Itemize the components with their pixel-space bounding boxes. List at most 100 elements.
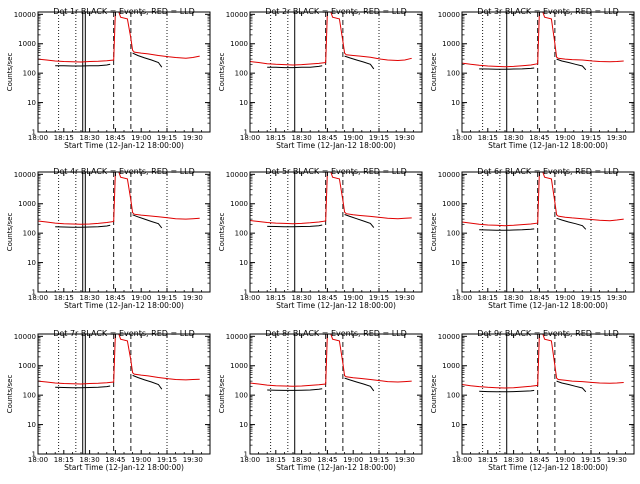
- plot-frame: [37, 333, 211, 455]
- x-axis-label: Start Time (12-Jan-12 18:00:00): [488, 301, 608, 310]
- y-tick-label: 10000: [226, 333, 248, 341]
- x-tick-label: 19:15: [157, 134, 177, 142]
- y-tick-label: 1: [32, 129, 36, 137]
- y-tick-label: 1: [244, 129, 248, 137]
- events-series-line: [55, 63, 111, 67]
- plot-title: Det 6r BLACK = Events, RED = LLD: [477, 167, 619, 176]
- plot-data-area: [38, 334, 200, 454]
- x-tick-label: 19:15: [581, 134, 601, 142]
- y-axis-label: Counts/sec: [218, 375, 226, 414]
- plot-data-area: [462, 12, 624, 132]
- x-tick-label: 18:30: [80, 456, 100, 464]
- y-axis-label: Counts/sec: [218, 53, 226, 92]
- x-tick-label: 18:15: [266, 294, 286, 302]
- x-tick-label: 18:00: [28, 134, 48, 142]
- y-axis-label: Counts/sec: [6, 213, 14, 252]
- x-tick-label: 18:00: [452, 294, 472, 302]
- y-tick-label: 100: [23, 392, 36, 400]
- events-series-line: [267, 65, 323, 69]
- lld-series-line: [462, 334, 624, 389]
- lld-series-line: [250, 172, 412, 225]
- plot-frame: [37, 171, 211, 293]
- plot-data-area: [38, 172, 200, 292]
- x-tick-label: 19:30: [395, 294, 415, 302]
- y-tick-label: 100: [235, 70, 248, 78]
- plot-data-area: [250, 334, 412, 454]
- x-tick-label: 18:00: [240, 456, 260, 464]
- events-series-line: [479, 389, 535, 393]
- y-tick-label: 10: [27, 421, 36, 429]
- plot-title: Det 2r BLACK = Events, RED = LLD: [265, 7, 407, 16]
- x-tick-label: 18:00: [28, 294, 48, 302]
- x-tick-label: 19:30: [607, 294, 627, 302]
- plot-frame: [461, 171, 635, 293]
- x-tick-label: 18:45: [317, 456, 337, 464]
- plot-title: Det 1r BLACK = Events, RED = LLD: [53, 7, 195, 16]
- plot-title: Det 3r BLACK = Events, RED = LLD: [477, 7, 619, 16]
- x-axis-label: Start Time (12-Jan-12 18:00:00): [276, 141, 396, 150]
- plot-data-area: [462, 334, 624, 454]
- y-tick-label: 10000: [438, 11, 460, 19]
- y-tick-label: 100: [447, 70, 460, 78]
- y-tick-label: 10000: [438, 333, 460, 341]
- y-axis-label: Counts/sec: [6, 375, 14, 414]
- events-series-line: [344, 55, 375, 70]
- x-axis-label: Start Time (12-Jan-12 18:00:00): [276, 463, 396, 472]
- events-series-line: [55, 224, 111, 228]
- x-tick-label: 19:00: [343, 134, 363, 142]
- x-tick-label: 18:45: [529, 294, 549, 302]
- plot-frame: [461, 333, 635, 455]
- y-tick-label: 1000: [230, 200, 248, 208]
- plot-title: Det 7r BLACK = Events, RED = LLD: [53, 329, 195, 338]
- y-tick-label: 100: [235, 392, 248, 400]
- x-tick-label: 19:15: [581, 456, 601, 464]
- events-series-line: [267, 224, 323, 228]
- y-tick-label: 1: [456, 451, 460, 459]
- x-tick-label: 19:30: [395, 456, 415, 464]
- plot-frame: [249, 11, 423, 133]
- y-axis-label: Counts/sec: [430, 213, 438, 252]
- y-tick-label: 10000: [226, 171, 248, 179]
- y-tick-label: 10: [27, 259, 36, 267]
- x-tick-label: 18:00: [240, 134, 260, 142]
- x-tick-label: 19:15: [369, 294, 389, 302]
- plot-data-area: [250, 12, 412, 132]
- y-tick-label: 1000: [18, 40, 36, 48]
- events-series-line: [556, 217, 587, 230]
- lld-series-line: [38, 172, 200, 225]
- y-tick-label: 1000: [18, 200, 36, 208]
- y-tick-label: 1000: [442, 40, 460, 48]
- detector-panel: 18:00 18:15 18:30 18:45 19:00 19:15 19:30 1 10 10…: [218, 167, 423, 310]
- detector-panel: 18:00 18:15 18:30 18:45 19:00 19:15 19:30 1 10 10…: [218, 329, 423, 472]
- x-tick-label: 19:15: [157, 294, 177, 302]
- y-axis-label: Counts/sec: [430, 375, 438, 414]
- events-series-line: [479, 67, 535, 70]
- events-series-line: [132, 374, 163, 390]
- x-axis-label: Start Time (12-Jan-12 18:00:00): [488, 463, 608, 472]
- x-tick-label: 19:30: [183, 456, 203, 464]
- x-tick-label: 18:30: [504, 456, 524, 464]
- x-axis-label: Start Time (12-Jan-12 18:00:00): [488, 141, 608, 150]
- y-tick-label: 10: [239, 259, 248, 267]
- x-tick-label: 18:30: [292, 294, 312, 302]
- detector-panel: 18:00 18:15 18:30 18:45 19:00 19:15 19:30 1 10 10…: [430, 329, 635, 472]
- x-tick-label: 19:30: [607, 134, 627, 142]
- x-tick-label: 18:00: [452, 456, 472, 464]
- plot-frame: [249, 171, 423, 293]
- detector-panel: 18:00 18:15 18:30 18:45 19:00 19:15 19:30 1 10 10…: [6, 329, 211, 472]
- y-tick-label: 1000: [230, 362, 248, 370]
- y-tick-label: 10: [239, 421, 248, 429]
- plot-title: Det 5r BLACK = Events, RED = LLD: [265, 167, 407, 176]
- x-tick-label: 19:00: [555, 134, 575, 142]
- lld-series-line: [462, 172, 624, 227]
- events-series-line: [556, 58, 587, 71]
- x-tick-label: 18:15: [478, 294, 498, 302]
- lld-series-line: [38, 334, 200, 385]
- plot-frame: [37, 11, 211, 133]
- lld-series-line: [250, 12, 412, 66]
- x-tick-label: 18:15: [478, 134, 498, 142]
- events-series-line: [267, 388, 323, 391]
- x-tick-label: 18:15: [266, 456, 286, 464]
